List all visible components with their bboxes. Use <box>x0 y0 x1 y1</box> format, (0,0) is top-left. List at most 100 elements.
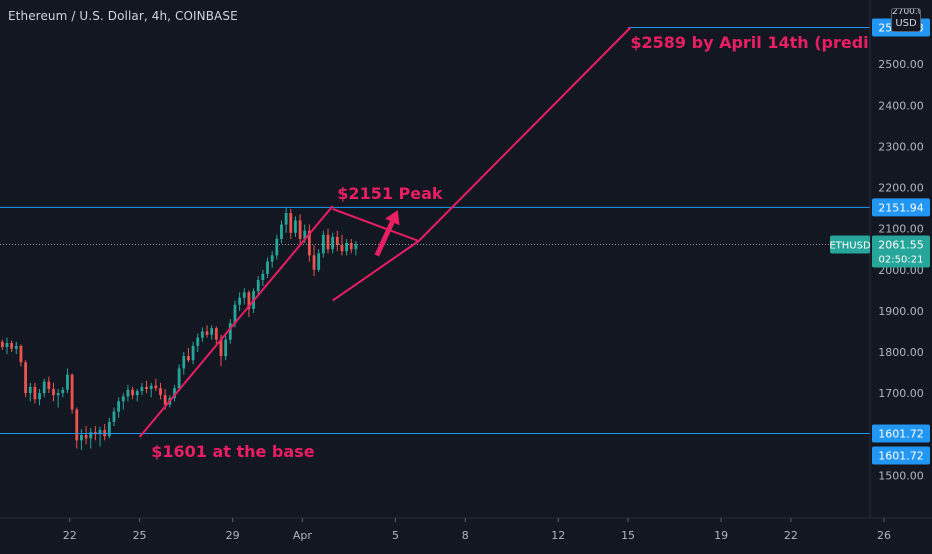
candle-body <box>205 331 209 335</box>
candle-body <box>52 389 55 396</box>
current-price-tag-bg[interactable] <box>872 235 930 268</box>
candle-body <box>24 362 27 394</box>
candle-body <box>107 421 111 437</box>
candle-body <box>149 385 153 389</box>
time-axis[interactable]: 22 25 29 Apr 5 8 12 15 19 22 26 <box>63 518 891 542</box>
time-axis-panel[interactable] <box>0 518 932 550</box>
level-price-tag-bg[interactable] <box>872 198 930 217</box>
currency-badge[interactable]: 2700.00 USD <box>891 8 921 32</box>
candles-layer <box>0 207 358 450</box>
candle-body <box>70 374 74 410</box>
candle-body <box>61 389 65 394</box>
candle-body <box>196 337 200 346</box>
candle-body <box>38 393 41 400</box>
candle-body <box>321 234 325 254</box>
breakout-arrow-shaft[interactable] <box>374 220 395 257</box>
price-tick-label: 2300.00 <box>878 140 924 153</box>
price-tick-label: 2500.00 <box>878 58 924 71</box>
candle-body <box>224 339 228 357</box>
time-tick-label: 19 <box>714 529 728 542</box>
candle-body <box>163 395 167 405</box>
candle-body <box>5 342 9 348</box>
candle-body <box>280 224 283 239</box>
chart-annotation[interactable]: $1601 at the base <box>151 442 314 461</box>
candle-body <box>270 255 274 262</box>
candle-body <box>326 234 330 250</box>
time-tick-label: 8 <box>462 529 469 542</box>
candle-body <box>191 345 195 361</box>
candle-body <box>80 435 83 441</box>
candle-body <box>14 345 18 349</box>
time-tick-label: 26 <box>877 529 891 542</box>
candle-body <box>214 328 218 340</box>
candle-body <box>210 328 214 335</box>
candle-body <box>42 381 46 394</box>
breakout-arrow-head[interactable] <box>385 210 400 226</box>
candle-body <box>135 391 139 396</box>
trend-line-uptrend[interactable] <box>138 205 334 438</box>
price-tick-label: 1700.00 <box>878 387 924 400</box>
level-price-tag: 2151.94 <box>878 201 924 214</box>
time-tick-label: 25 <box>133 529 147 542</box>
price-labels-layer: 2589.432151.941601.721601.722061.5502:50… <box>829 18 930 465</box>
candle-body <box>89 432 93 439</box>
candle-body <box>56 393 60 396</box>
candle-body <box>303 230 307 239</box>
chart-annotation[interactable]: $2151 Peak <box>337 184 443 203</box>
time-tick-label: 22 <box>784 529 798 542</box>
candle-body <box>126 389 130 397</box>
candle-body <box>294 220 297 233</box>
levels-layer <box>0 26 870 435</box>
candle-body <box>154 385 158 389</box>
candle-body <box>331 236 335 250</box>
candle-body <box>28 386 32 394</box>
candle-body <box>242 292 246 298</box>
candle-body <box>140 386 144 392</box>
drawings-layer <box>138 26 632 438</box>
symbol-tag: ETHUSD <box>829 240 871 251</box>
candle-body <box>238 297 241 305</box>
candle-body <box>98 430 102 435</box>
candle-body <box>173 388 176 399</box>
candle-body <box>317 253 321 270</box>
price-tick-label: 1500.00 <box>878 469 924 482</box>
candle-body <box>256 280 260 292</box>
time-tick-label: 12 <box>551 529 565 542</box>
price-tick-label: 2100.00 <box>878 223 924 236</box>
price-tick-label: 1900.00 <box>878 305 924 318</box>
candle-body <box>289 213 293 233</box>
price-tick-label: 1800.00 <box>878 346 924 359</box>
level-price-tag-bg[interactable] <box>872 446 930 465</box>
candle-body <box>349 243 353 250</box>
candle-body <box>261 273 265 281</box>
candle-body <box>200 331 204 338</box>
candle-body <box>47 381 51 389</box>
time-tick-label: 15 <box>621 529 635 542</box>
candle-body <box>19 345 23 363</box>
level-price-tag: 1601.72 <box>878 428 924 441</box>
symbol-tag-bg[interactable] <box>830 235 870 254</box>
candle-body <box>66 374 69 390</box>
candle-body <box>354 244 358 250</box>
candle-body <box>112 411 116 422</box>
trend-line-triangle-top[interactable] <box>332 207 420 242</box>
candle-body <box>0 341 4 348</box>
level-price-tag-bg[interactable] <box>872 424 930 443</box>
trend-line-triangle-bottom[interactable] <box>332 240 420 302</box>
candle-body <box>84 435 88 439</box>
candle-body <box>233 304 237 324</box>
bar-countdown: 02:50:21 <box>879 254 924 265</box>
annotations-layer: $2589 by April 14th (prediction) $2151 Pe… <box>151 33 921 461</box>
trend-line-prediction[interactable] <box>418 26 632 242</box>
candle-body <box>219 339 223 357</box>
level-price-tag: 1601.72 <box>878 450 924 463</box>
candle-body <box>75 409 79 441</box>
chart-annotation[interactable]: $2589 by April 14th (prediction) <box>630 33 921 52</box>
candle-body <box>298 220 302 239</box>
candle-body <box>335 236 339 246</box>
chart-title: Ethereum / U.S. Dollar, 4h, COINBASE <box>8 9 238 23</box>
candle-body <box>228 323 232 340</box>
